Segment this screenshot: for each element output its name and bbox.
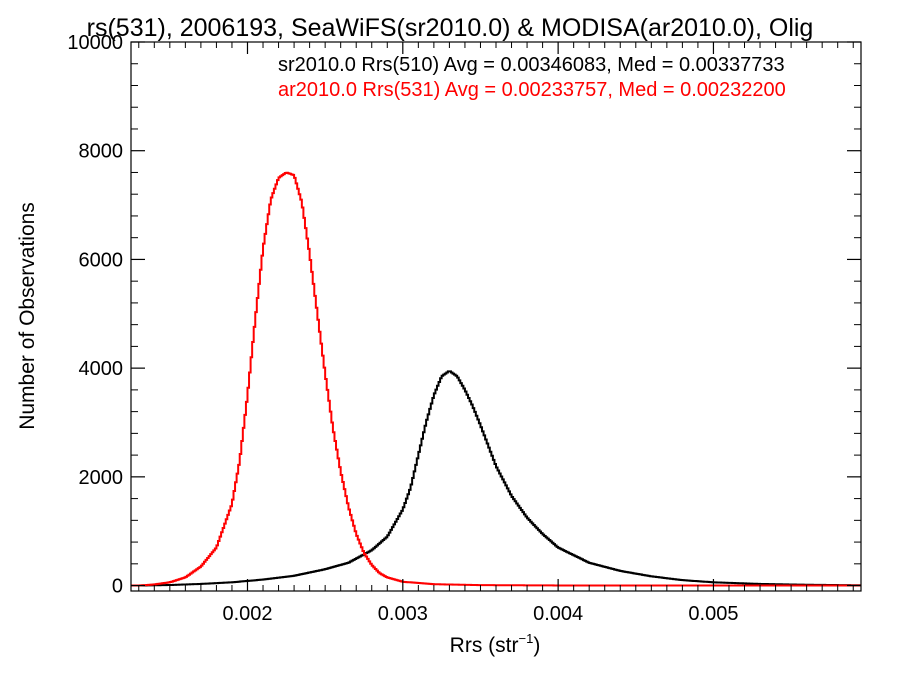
series-line-red (131, 171, 861, 587)
x-axis-label-sup: −1 (519, 631, 534, 646)
labels-layer: 0.002 0.003 0.004 0.005 0 2000 4000 6000 8000 100… (67, 32, 738, 625)
x-tick-label: 0.005 (688, 603, 738, 625)
y-tick-label: 8000 (79, 141, 124, 163)
legend-entry-black: sr2010.0 Rrs(510) Avg = 0.00346083, Med … (278, 54, 785, 76)
series-line-black (131, 370, 861, 587)
x-tick-label: 0.002 (222, 603, 272, 625)
y-tick-label: 2000 (79, 467, 124, 489)
y-axis-label: Number of Observations (16, 202, 39, 430)
legend-entry-red: ar2010.0 Rrs(531) Avg = 0.00233757, Med … (278, 79, 786, 101)
series-layer (131, 171, 861, 587)
x-axis-label: Rrs (str−1) (450, 631, 541, 657)
y-tick-label: 0 (112, 576, 123, 598)
y-tick-label: 4000 (79, 358, 124, 380)
x-axis-label-main: Rrs (str (450, 634, 519, 657)
y-tick-label: 10000 (67, 32, 123, 54)
x-axis-label-close: ) (533, 634, 540, 657)
x-tick-label: 0.004 (533, 603, 583, 625)
chart-title: rs(531), 2006193, SeaWiFS(sr2010.0) & MO… (87, 14, 814, 42)
ticks-layer (131, 41, 861, 591)
x-tick-label: 0.003 (378, 603, 428, 625)
y-tick-label: 6000 (79, 249, 124, 271)
